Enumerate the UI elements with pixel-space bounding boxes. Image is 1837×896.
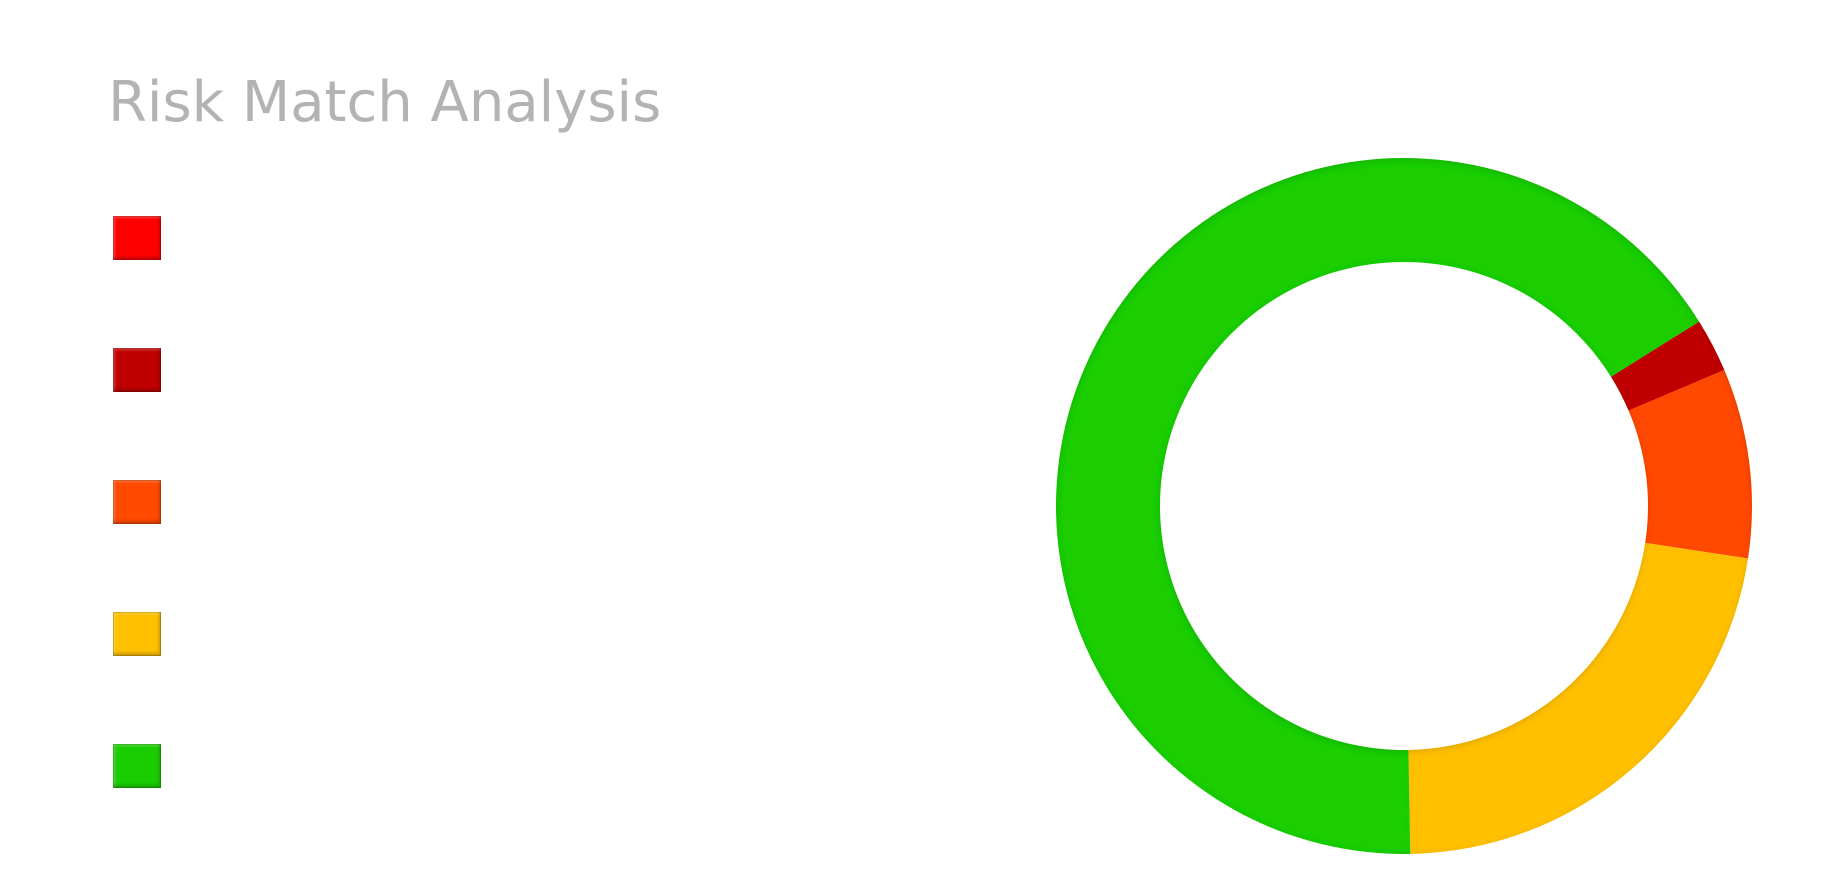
legend-swatch (113, 348, 161, 392)
legend-item (113, 612, 161, 656)
legend-swatch (113, 216, 161, 260)
legend-item (113, 216, 161, 260)
donut-slice (1610, 321, 1725, 411)
donut-slice (1628, 370, 1752, 559)
legend-swatch (113, 744, 161, 788)
donut-slice (1055, 158, 1700, 855)
donut-slice (1408, 542, 1749, 854)
legend-item (113, 480, 161, 524)
legend-item (113, 348, 161, 392)
chart-title: Risk Match Analysis (108, 70, 662, 135)
legend-item (113, 744, 161, 788)
legend-swatch (113, 480, 161, 524)
legend-swatch (113, 612, 161, 656)
